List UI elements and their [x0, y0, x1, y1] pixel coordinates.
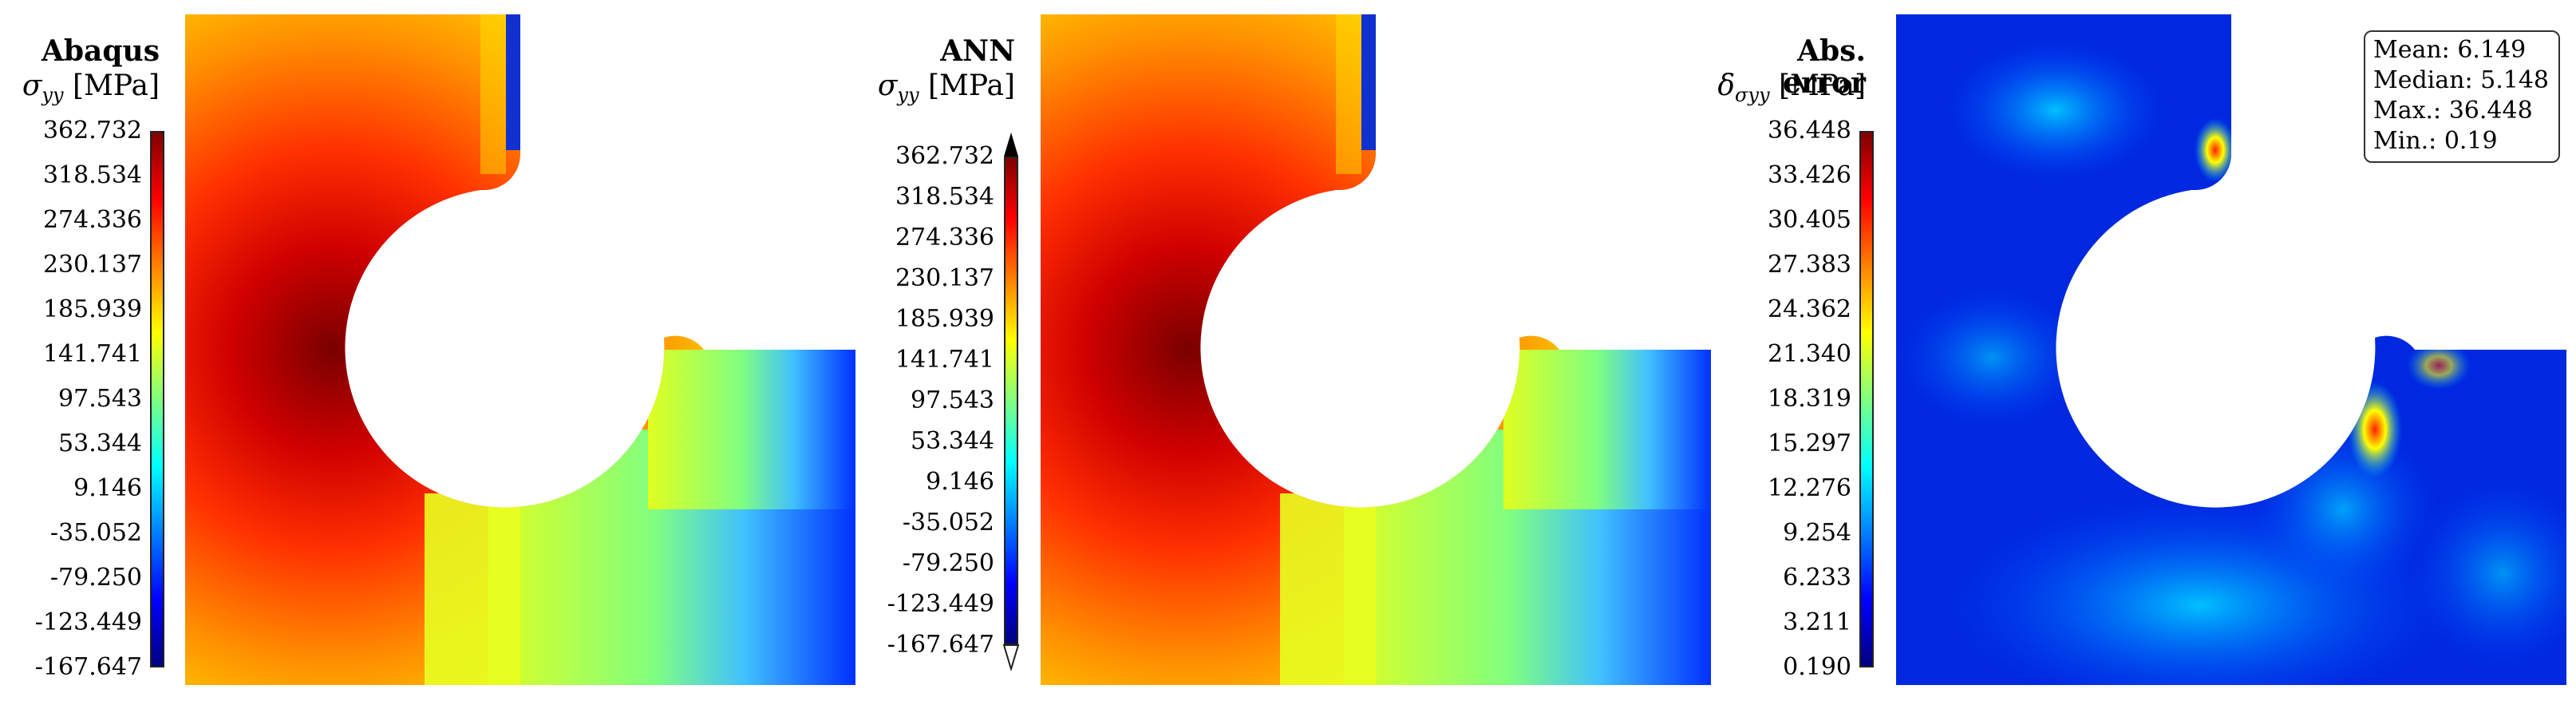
quantity-label: σyy [MPa]: [877, 69, 1015, 107]
stats-box: Mean: 6.149 Median: 5.148 Max.: 36.448 M…: [2364, 30, 2560, 163]
colorbar-ticks: 362.732 318.534 274.336 230.137 185.939 …: [34, 117, 142, 681]
colorbar: [150, 131, 164, 667]
colorbar-max-arrow: [1004, 133, 1018, 156]
quantity-label: σyy [MPa]: [22, 69, 160, 107]
colorbar: [1004, 156, 1018, 645]
stat-median: Median: 5.148: [2373, 66, 2550, 94]
stat-min: Min.: 0.19: [2373, 127, 2498, 155]
quantity-label: δσyy [MPa]: [1717, 69, 1866, 107]
stress-field-abaqus: [185, 14, 855, 685]
panel-title: ANN: [940, 34, 1015, 68]
stat-max: Max.: 36.448: [2373, 97, 2533, 125]
colorbar-ticks: 362.732 318.534 274.336 230.137 185.939 …: [887, 142, 994, 659]
colorbar-min-arrow: [1002, 644, 1020, 671]
stat-mean: Mean: 6.149: [2373, 36, 2527, 64]
stress-field-ann: [1041, 14, 1711, 685]
panel-title: Abaqus: [41, 34, 160, 68]
panel-title: Abs. error: [1783, 34, 1866, 100]
colorbar: [1859, 131, 1874, 667]
colorbar-ticks: 36.448 33.426 30.405 27.383 24.362 21.34…: [1768, 117, 1851, 681]
